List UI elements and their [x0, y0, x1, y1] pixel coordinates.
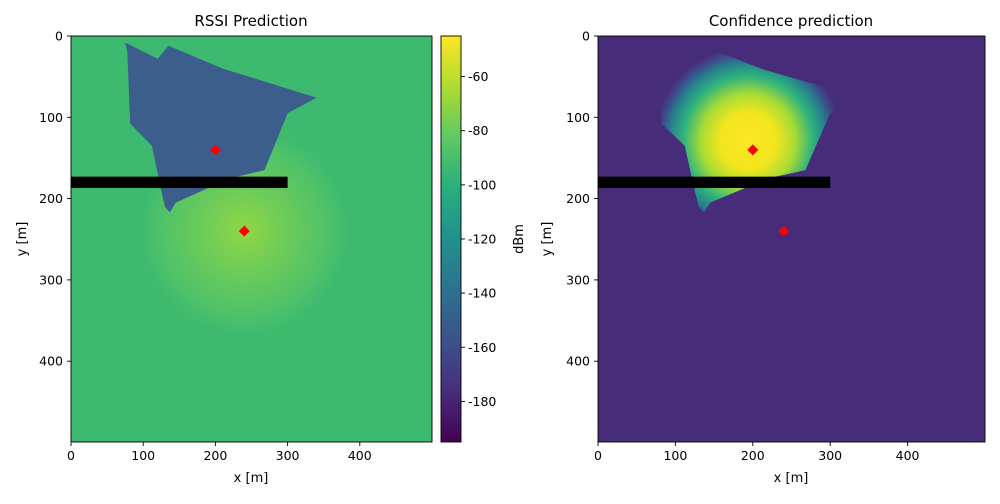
wall	[71, 176, 288, 189]
x-tick-label: 200	[741, 448, 765, 463]
colorbar-label: dBm	[512, 224, 527, 254]
y-tick-label: 200	[566, 191, 590, 206]
y-tick-label: 100	[39, 110, 63, 125]
rssi-title: RSSI Prediction	[194, 12, 307, 30]
confidence-heatmap	[598, 36, 985, 442]
rssi-frame	[70, 35, 433, 443]
confidence-xlabel: x [m]	[774, 471, 809, 486]
colorbar-gradient	[440, 35, 462, 443]
colorbar-tick-label: -100	[468, 177, 496, 192]
y-tick-label: 200	[39, 191, 63, 206]
rssi-ylabel: y [m]	[15, 222, 30, 257]
marker-diamond	[209, 144, 221, 156]
confidence-panel: Confidence prediction 0 100 200 300 400 0 100…	[540, 12, 986, 486]
marker-diamond	[238, 225, 250, 237]
rssi-markers	[209, 144, 250, 237]
colorbar-tick-label: -80	[468, 123, 488, 138]
marker-diamond	[747, 144, 759, 156]
y-tick-label: 400	[566, 354, 590, 369]
y-tick-label: 300	[39, 272, 63, 287]
x-tick-label: 200	[203, 448, 227, 463]
marker-diamond	[778, 225, 790, 237]
colorbar-tick-label: -120	[468, 232, 496, 247]
x-tick-label: 300	[276, 448, 300, 463]
colorbar: -60 -80 -100 -120 -140 -160 -180 dBm	[440, 35, 527, 443]
colorbar-tick-label: -60	[468, 69, 488, 84]
rssi-xlabel: x [m]	[234, 471, 269, 486]
confidence-title: Confidence prediction	[709, 12, 873, 30]
colorbar-tick-label: -160	[468, 340, 496, 355]
colorbar-ticks: -60 -80 -100 -120 -140 -160 -180	[461, 69, 496, 409]
y-tick-label: 100	[566, 110, 590, 125]
x-tick-label: 400	[348, 448, 372, 463]
y-tick-label: 400	[39, 354, 63, 369]
colorbar-tick-label: -140	[468, 286, 496, 301]
x-tick-label: 100	[663, 448, 687, 463]
x-tick-label: 300	[818, 448, 842, 463]
confidence-y-ticks: 0 100 200 300 400	[566, 29, 598, 369]
confidence-x-ticks: 0 100 200 300 400	[594, 442, 920, 463]
y-tick-label: 0	[582, 29, 590, 44]
x-tick-label: 100	[131, 448, 155, 463]
rssi-x-ticks: 0 100 200 300 400	[67, 442, 372, 463]
confidence-frame	[597, 35, 986, 443]
colorbar-tick-label: -180	[468, 394, 496, 409]
confidence-ylabel: y [m]	[540, 222, 555, 257]
y-tick-label: 300	[566, 272, 590, 287]
x-tick-label: 0	[67, 448, 75, 463]
x-tick-label: 0	[594, 448, 602, 463]
rssi-y-ticks: 0 100 200 300 400	[39, 29, 71, 369]
rssi-low-region	[125, 42, 317, 213]
confidence-high-region	[656, 42, 862, 213]
x-tick-label: 400	[896, 448, 920, 463]
wall	[598, 176, 831, 189]
rssi-panel: RSSI Prediction 0 100 200 300 400 0 100 200 300…	[15, 12, 433, 486]
confidence-markers	[747, 144, 790, 237]
rssi-heatmap	[71, 36, 432, 442]
y-tick-label: 0	[55, 29, 63, 44]
